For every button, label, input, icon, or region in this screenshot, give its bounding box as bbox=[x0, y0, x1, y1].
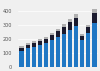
Bar bbox=[32, 47, 36, 67]
Bar bbox=[44, 37, 48, 39]
Bar bbox=[92, 9, 96, 13]
Bar bbox=[44, 39, 48, 43]
Bar bbox=[62, 27, 66, 34]
Bar bbox=[86, 25, 90, 27]
Bar bbox=[26, 48, 30, 67]
Bar bbox=[56, 29, 60, 31]
Bar bbox=[50, 33, 54, 35]
Bar bbox=[86, 33, 90, 67]
Bar bbox=[20, 51, 24, 67]
Bar bbox=[68, 30, 72, 67]
Bar bbox=[50, 40, 54, 67]
Bar bbox=[38, 39, 42, 41]
Bar bbox=[80, 34, 84, 36]
Bar bbox=[86, 27, 90, 33]
Bar bbox=[62, 24, 66, 27]
Bar bbox=[32, 43, 36, 47]
Bar bbox=[74, 26, 78, 67]
Bar bbox=[38, 41, 42, 45]
Bar bbox=[56, 31, 60, 37]
Bar bbox=[26, 43, 30, 45]
Bar bbox=[68, 19, 72, 22]
Bar bbox=[62, 34, 66, 67]
Bar bbox=[80, 36, 84, 40]
Bar bbox=[56, 37, 60, 67]
Bar bbox=[38, 45, 42, 67]
Bar bbox=[20, 47, 24, 51]
Bar bbox=[50, 35, 54, 40]
Bar bbox=[74, 18, 78, 26]
Bar bbox=[92, 23, 96, 67]
Bar bbox=[80, 40, 84, 67]
Bar bbox=[26, 45, 30, 48]
Bar bbox=[44, 43, 48, 67]
Bar bbox=[68, 22, 72, 30]
Bar bbox=[92, 13, 96, 23]
Bar bbox=[32, 41, 36, 43]
Bar bbox=[74, 14, 78, 18]
Bar bbox=[20, 46, 24, 47]
